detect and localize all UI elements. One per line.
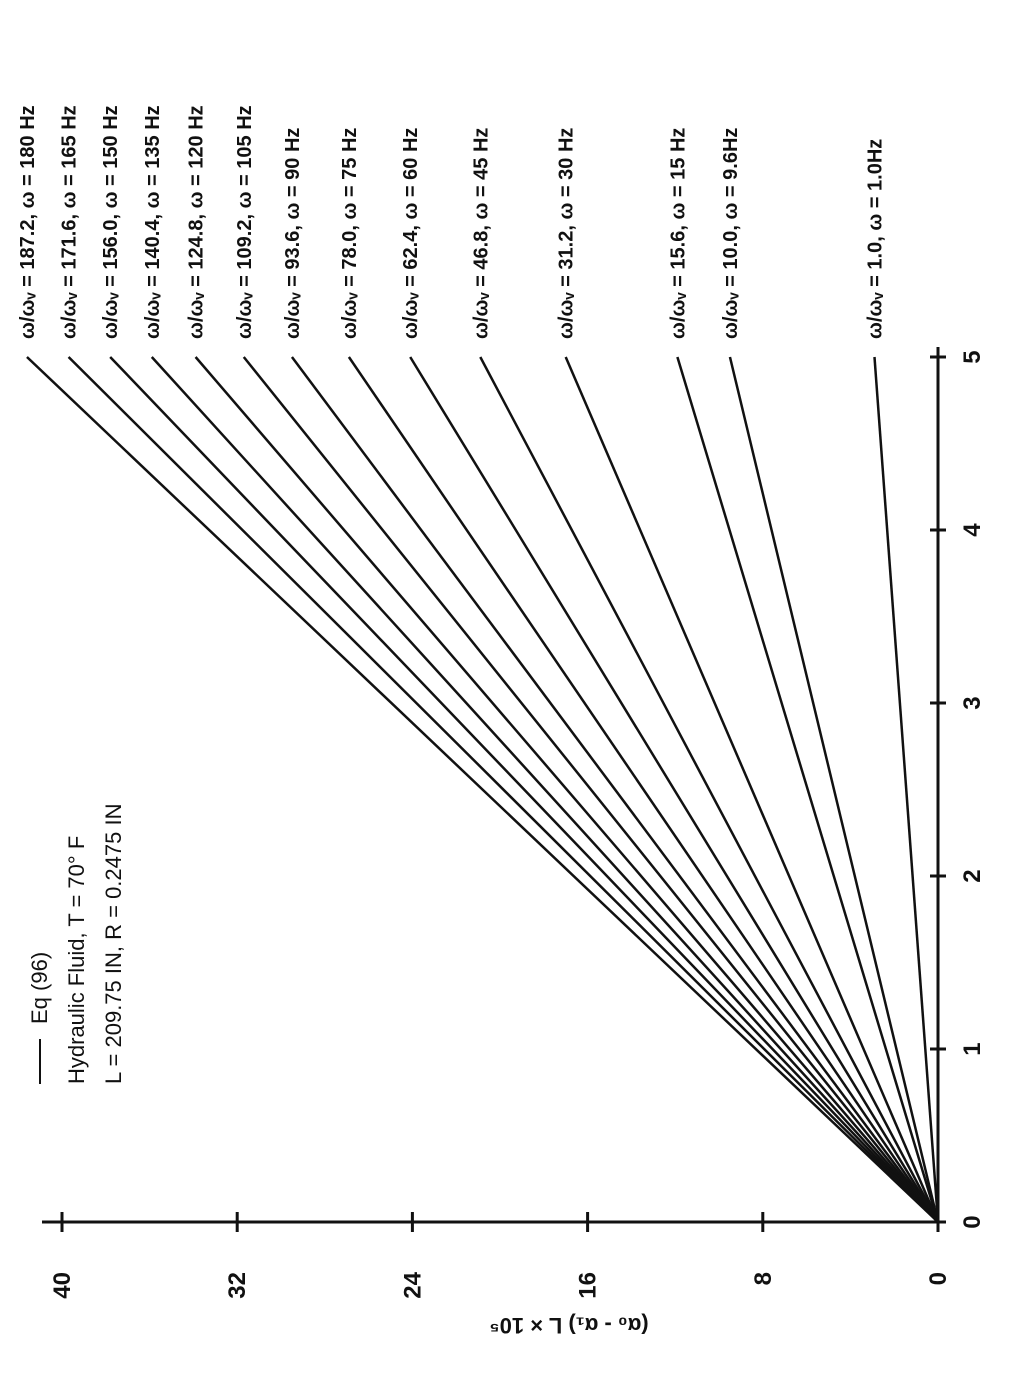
series-line [290, 356, 940, 1223]
series-line [242, 356, 939, 1223]
series-line [728, 356, 940, 1223]
x-tick-label: 0 [959, 1215, 986, 1228]
series-line-label: ω/ωᵥ = 62.4, ω = 60 Hz [400, 128, 422, 339]
x-tick-label: 2 [959, 869, 986, 882]
tick-labels: 0 1 2 3 4 5 0 8 16 24 32 40 [49, 350, 986, 1298]
series-line [479, 356, 940, 1223]
y-tick-label: 16 [575, 1272, 602, 1299]
series-line-label: ω/ωᵥ = 187.2, ω = 180 Hz [17, 105, 39, 339]
series-line-label: ω/ωᵥ = 15.6, ω = 15 Hz [667, 128, 689, 339]
series-line-label: ω/ωᵥ = 1.0, ω = 1.0Hz [864, 139, 886, 339]
legend-fluid-text: Hydraulic Fluid, T = 70° F [64, 836, 89, 1084]
series-line-label: ω/ωᵥ = 78.0, ω = 75 Hz [339, 128, 361, 339]
x-tick-label: 5 [959, 350, 986, 363]
series-line [194, 356, 939, 1223]
series-line-label: ω/ωᵥ = 46.8, ω = 45 Hz [470, 128, 492, 339]
y-tick-label: 40 [49, 1272, 76, 1299]
rotated-plot-frame: ω/ωᵥ = 187.2, ω = 180 Hz ω/ωᵥ = 171.6, ω … [17, 105, 986, 1298]
series-line-label: ω/ωᵥ = 31.2, ω = 30 Hz [556, 128, 578, 339]
axes [42, 347, 946, 1232]
series-lines [26, 356, 940, 1223]
series-line [347, 356, 940, 1223]
series-line-label: ω/ωᵥ = 171.6, ω = 165 Hz [59, 105, 81, 339]
y-tick-label: 0 [925, 1272, 952, 1285]
x-tick-label: 3 [959, 696, 986, 709]
series-line-label: ω/ωᵥ = 140.4, ω = 135 Hz [142, 105, 164, 339]
series-line [564, 356, 940, 1223]
series-line [409, 356, 940, 1223]
legend-dims-text: L = 209.75 IN, R = 0.2475 IN [101, 804, 126, 1084]
y-tick-label: 8 [750, 1272, 777, 1285]
legend-line-label: Eq (96) [27, 952, 52, 1024]
x-tick-label: 1 [959, 1042, 986, 1055]
series-line-label: ω/ωᵥ = 10.0, ω = 9.6Hz [720, 128, 742, 339]
x-tick-label: 4 [959, 523, 986, 537]
legend-block: Eq (96) Hydraulic Fluid, T = 70° F L = 2… [27, 804, 126, 1084]
series-line-label: ω/ωᵥ = 156.0, ω = 150 Hz [100, 105, 122, 339]
y-axis-title: (α₀ - α₁) L × 10⁵ [489, 1313, 648, 1338]
series-line [150, 356, 939, 1223]
y-tick-label: 32 [224, 1272, 251, 1299]
series-line [67, 356, 939, 1223]
series-line-label: ω/ωᵥ = 109.2, ω = 105 Hz [234, 105, 256, 339]
series-line-label: ω/ωᵥ = 93.6, ω = 90 Hz [282, 128, 304, 339]
series-line [26, 356, 939, 1223]
series-line [676, 356, 940, 1223]
series-labels: ω/ωᵥ = 187.2, ω = 180 Hz ω/ωᵥ = 171.6, ω … [17, 105, 887, 339]
series-line [109, 356, 939, 1223]
y-tick-label: 24 [399, 1271, 426, 1298]
series-line-label: ω/ωᵥ = 124.8, ω = 120 Hz [186, 105, 208, 339]
series-line [873, 356, 940, 1223]
